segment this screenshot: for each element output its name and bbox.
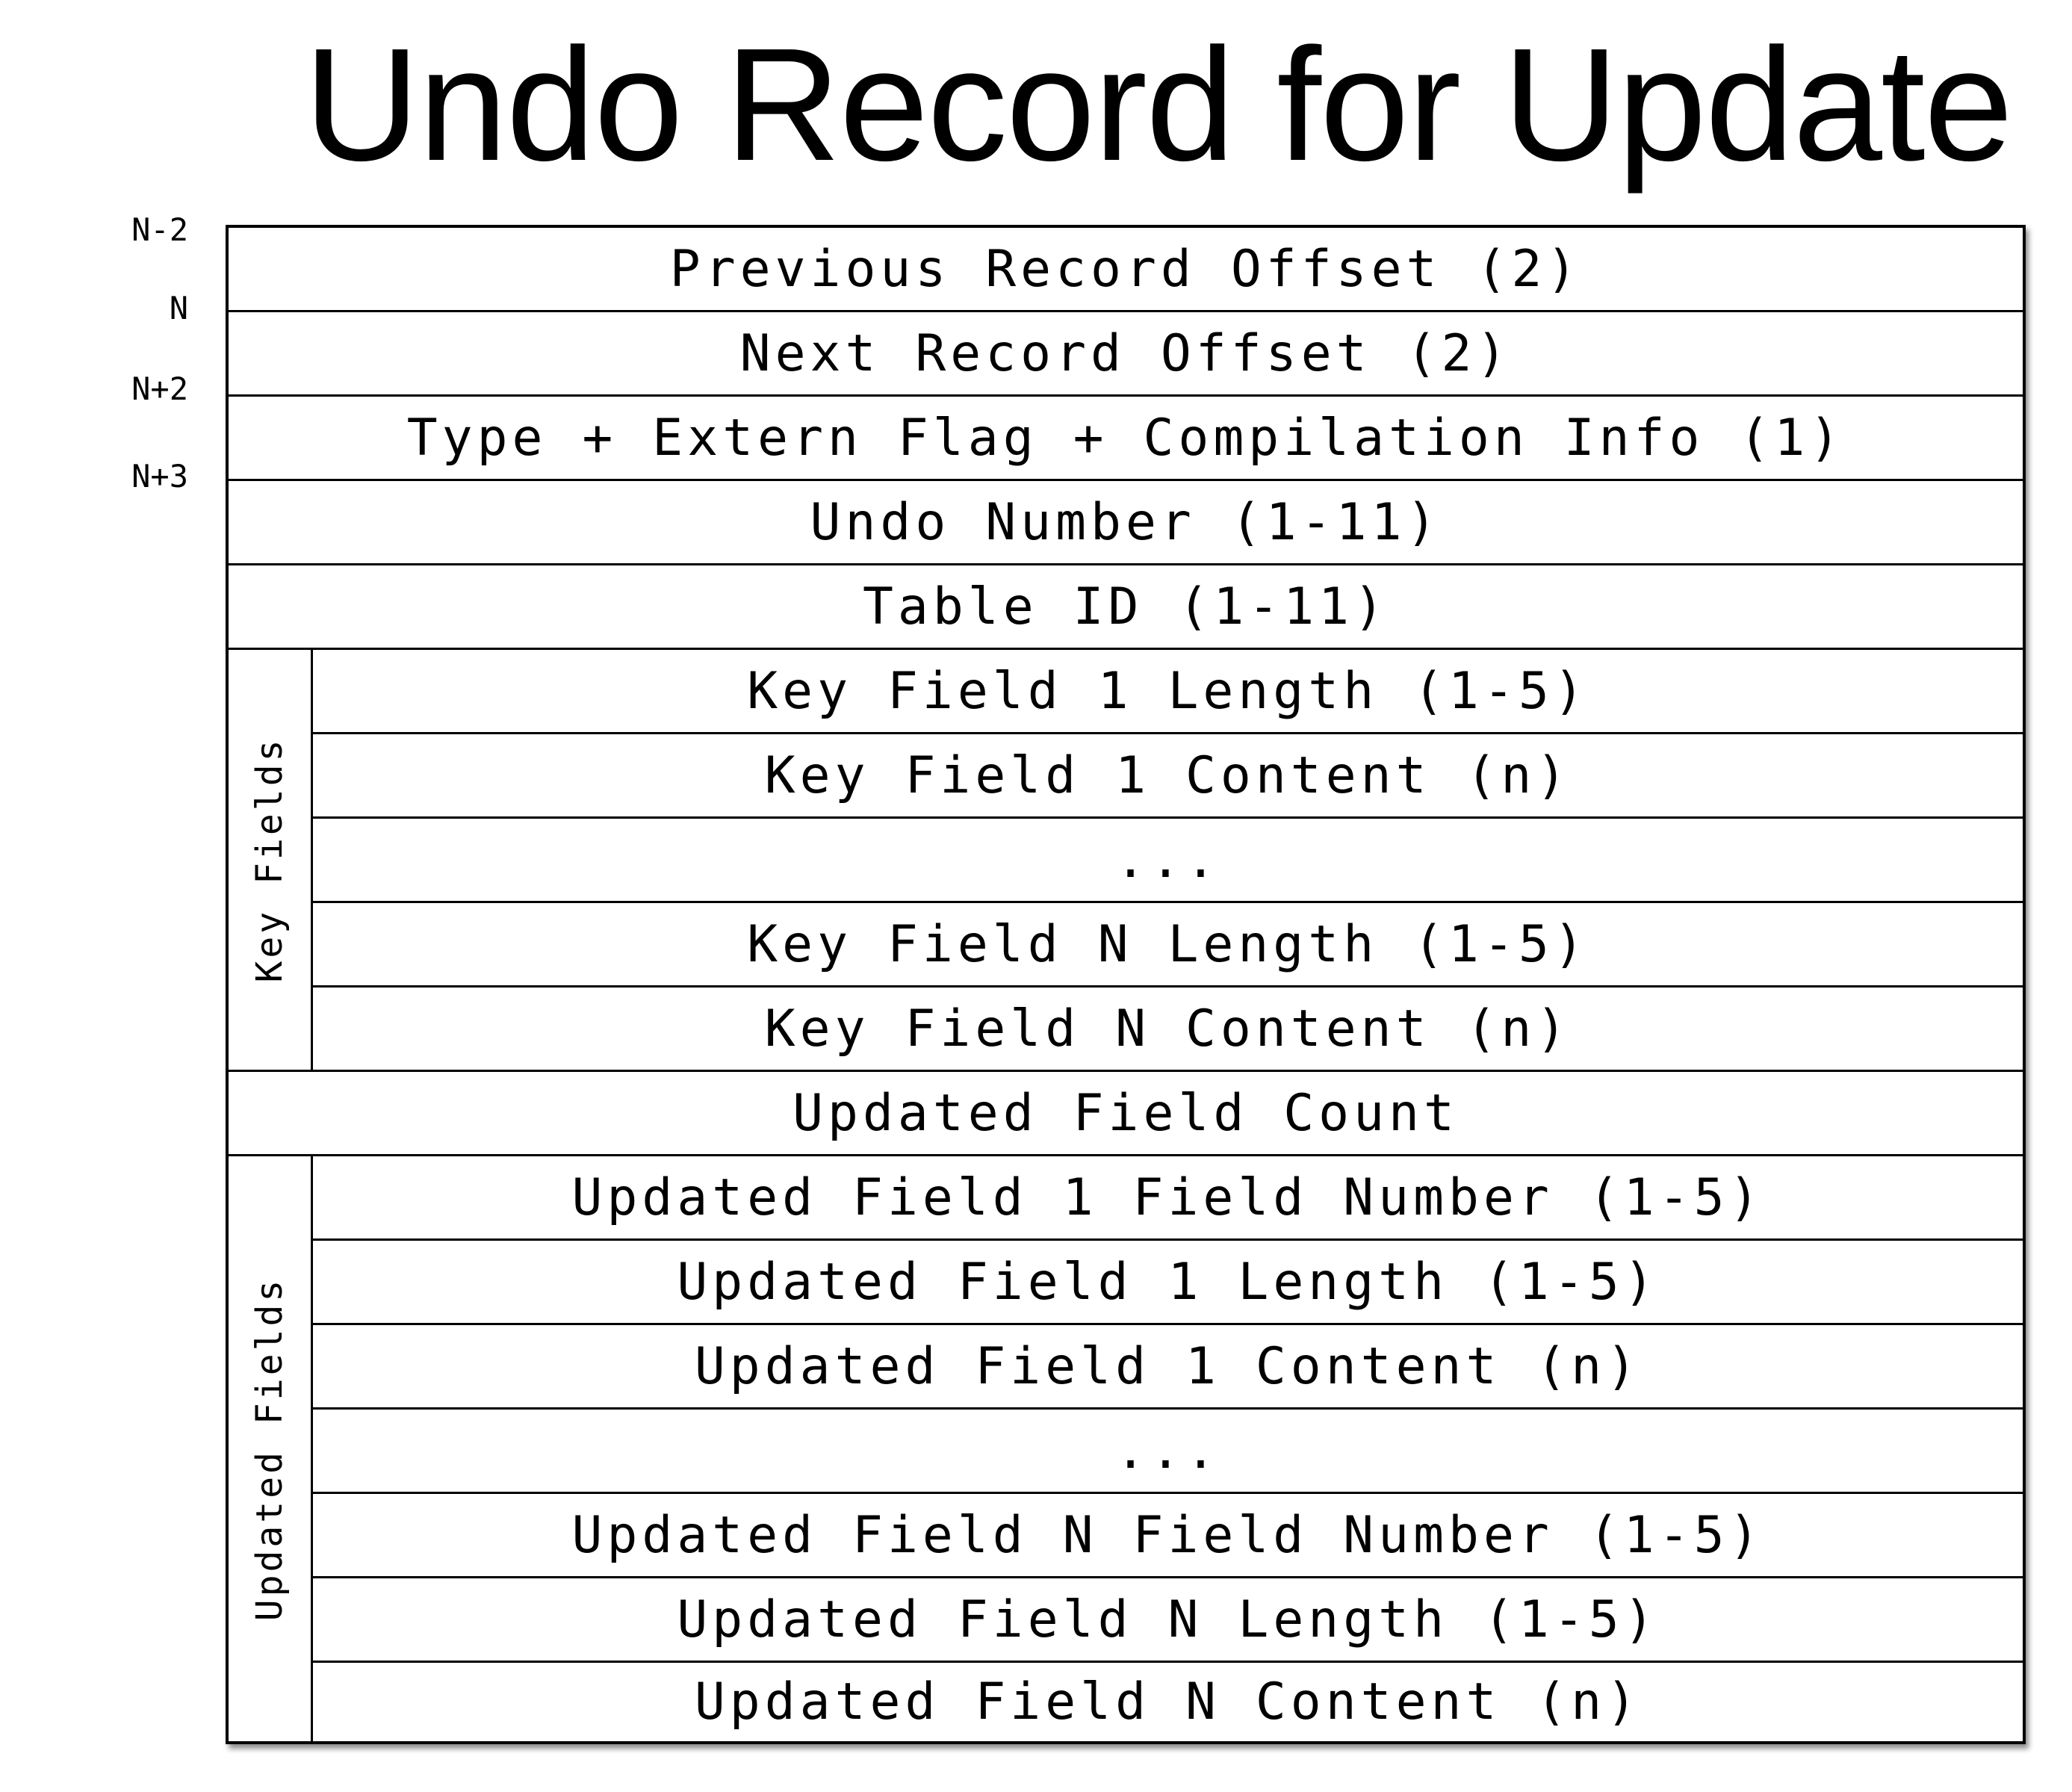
key-fields-group: Key Fields [229, 650, 313, 1072]
row-updated-field-1-field-number: Updated Field 1 Field Number (1-5) [313, 1156, 2023, 1241]
row-updated-field-1-length: Updated Field 1 Length (1-5) [313, 1241, 2023, 1325]
row-previous-record-offset: Previous Record Offset (2) [229, 228, 2023, 312]
row-type-extern-flag-compilation-info: Type + Extern Flag + Compilation Info (1… [229, 397, 2023, 481]
updated-fields-group: Updated Fields [229, 1156, 313, 1741]
key-fields-label: Key Fields [249, 737, 291, 983]
row-key-field-n-content: Key Field N Content (n) [313, 988, 2023, 1072]
updated-fields-label: Updated Fields [249, 1277, 291, 1621]
row-updated-field-n-field-number: Updated Field N Field Number (1-5) [313, 1494, 2023, 1578]
record-layout-table: Previous Record Offset (2) Next Record O… [226, 225, 2026, 1744]
offset-label-n-plus-3: N+3 [131, 458, 188, 494]
row-updated-field-n-content: Updated Field N Content (n) [694, 1672, 1642, 1731]
row-key-field-1-length: Key Field 1 Length (1-5) [313, 650, 2023, 734]
row-table-id: Table ID (1-11) [229, 565, 2023, 650]
row-next-record-offset: Next Record Offset (2) [229, 312, 2023, 397]
offset-label-n-plus-2: N+2 [131, 371, 188, 407]
row-updated-fields-ellipsis: ... [313, 1410, 2023, 1494]
row-undo-number: Undo Number (1-11) [229, 481, 2023, 565]
row-updated-field-1-content: Updated Field 1 Content (n) [313, 1325, 2023, 1410]
offset-label-n-minus-2: N-2 [131, 211, 188, 248]
row-key-fields-ellipsis: ... [313, 819, 2023, 903]
row-updated-field-count: Updated Field Count [229, 1072, 2023, 1156]
row-updated-field-n-length: Updated Field N Length (1-5) [313, 1578, 2023, 1663]
offset-label-n: N [169, 290, 188, 326]
row-key-field-1-content: Key Field 1 Content (n) [313, 734, 2023, 819]
row-key-field-n-length: Key Field N Length (1-5) [313, 903, 2023, 988]
diagram-title: Undo Record for Update [303, 14, 2013, 194]
